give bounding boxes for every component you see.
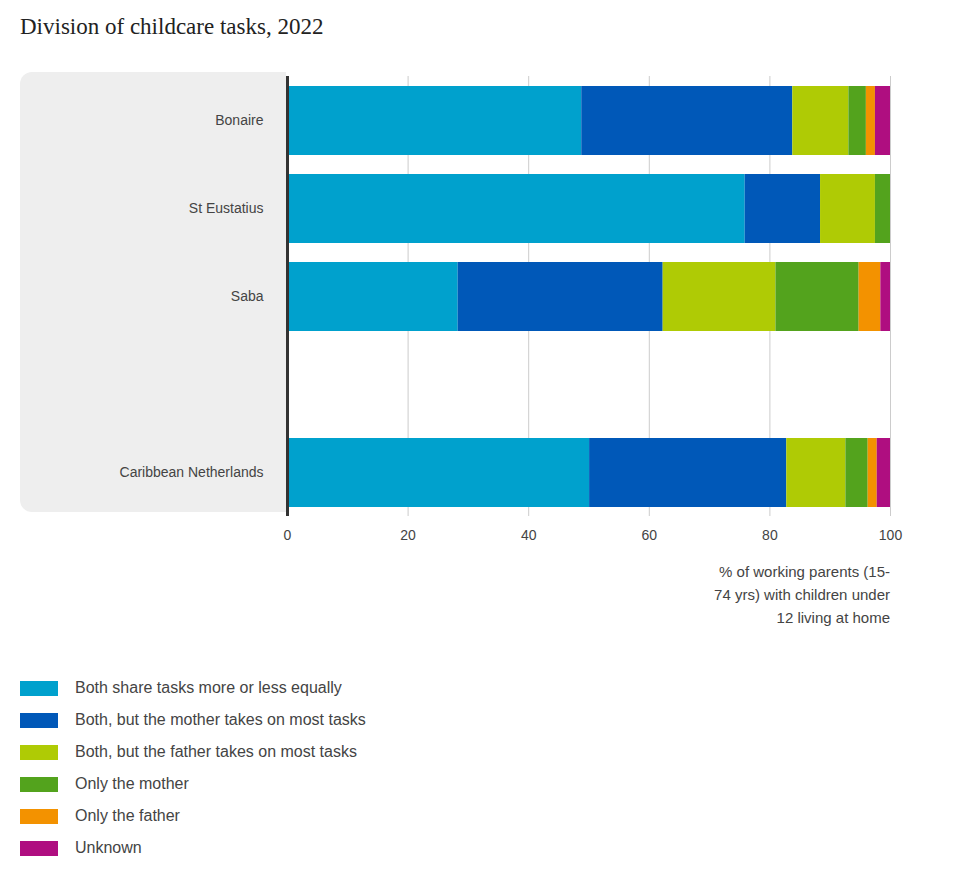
svg-text:100: 100: [879, 527, 903, 543]
html-text:% of working parents (15-74 yr: % of working parents (15-74 yrs) with ch…: [714, 563, 890, 626]
html-text:Both, but the father takes on: Both, but the father takes on most tasks: [75, 743, 357, 760]
svg-text:Bonaire: Bonaire: [215, 112, 263, 128]
html-text:Both, but the mother takes on: Both, but the mother takes on most tasks: [75, 711, 366, 728]
html-text:Unknown: Unknown: [75, 839, 142, 856]
svg-text:0: 0: [284, 527, 292, 543]
html-text:Only the father: Only the father: [75, 807, 180, 824]
html-text:Both share tasks more or less: Both share tasks more or less equally: [75, 679, 342, 696]
html-text:Only the mother: Only the mother: [75, 775, 189, 792]
svg-text:St Eustatius: St Eustatius: [189, 200, 264, 216]
svg-text:Saba: Saba: [231, 288, 264, 304]
svg-text:80: 80: [762, 527, 778, 543]
svg-text:60: 60: [642, 527, 658, 543]
svg-text:Caribbean Netherlands: Caribbean Netherlands: [120, 464, 264, 480]
html-text:Division of childcare tasks, 2: Division of childcare tasks, 2022: [20, 14, 324, 39]
svg-text:20: 20: [400, 527, 416, 543]
svg-text:40: 40: [521, 527, 537, 543]
